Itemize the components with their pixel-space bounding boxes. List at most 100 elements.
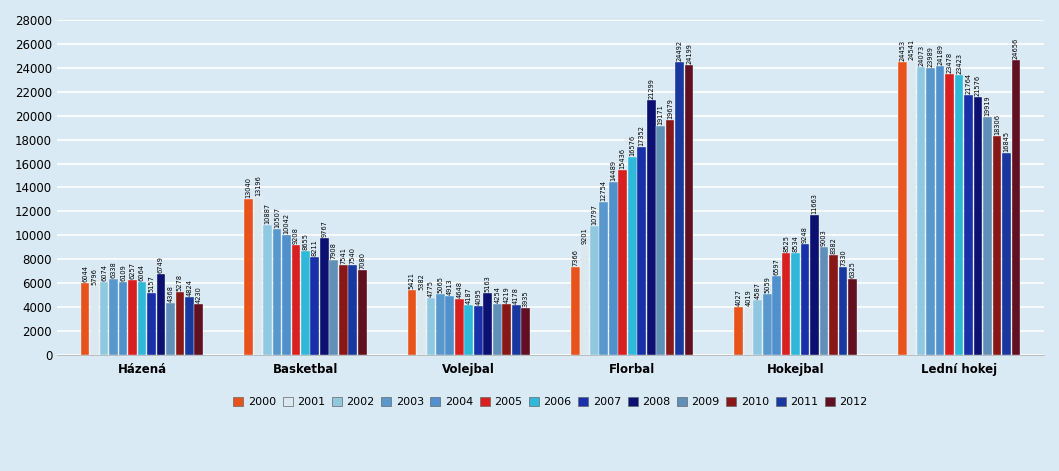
Bar <box>455 299 464 355</box>
Bar <box>946 74 954 355</box>
Bar <box>954 75 964 355</box>
Bar <box>927 68 935 355</box>
Bar <box>983 117 992 355</box>
Text: 9248: 9248 <box>802 227 808 244</box>
Text: 7540: 7540 <box>349 247 356 264</box>
Text: 10507: 10507 <box>274 207 280 228</box>
Bar <box>782 253 790 355</box>
Bar <box>339 265 347 355</box>
Text: 15436: 15436 <box>620 148 626 169</box>
Text: 5796: 5796 <box>91 268 97 284</box>
Text: 3935: 3935 <box>523 290 528 307</box>
Legend: 2000, 2001, 2002, 2003, 2004, 2005, 2006, 2007, 2008, 2009, 2010, 2011, 2012: 2000, 2001, 2002, 2003, 2004, 2005, 2006… <box>230 394 870 411</box>
Bar <box>571 267 579 355</box>
Bar <box>147 293 156 355</box>
Bar <box>185 297 194 355</box>
Text: 11663: 11663 <box>811 194 818 214</box>
Bar <box>128 280 137 355</box>
Bar <box>657 126 665 355</box>
Text: 4230: 4230 <box>196 286 202 303</box>
Bar <box>801 244 809 355</box>
Bar <box>1011 60 1020 355</box>
Bar <box>676 62 684 355</box>
Bar <box>408 290 416 355</box>
Text: 4587: 4587 <box>755 282 760 299</box>
Bar <box>157 274 165 355</box>
Bar <box>964 95 973 355</box>
Bar <box>417 291 426 355</box>
Bar <box>166 302 175 355</box>
Bar <box>263 225 272 355</box>
Bar <box>80 283 89 355</box>
Text: 6074: 6074 <box>101 264 107 281</box>
Text: 7908: 7908 <box>330 243 337 260</box>
Bar <box>618 170 627 355</box>
Text: 5382: 5382 <box>418 273 425 290</box>
Text: 8534: 8534 <box>792 235 798 252</box>
Text: 23989: 23989 <box>928 46 934 67</box>
Text: 6257: 6257 <box>129 262 136 279</box>
Bar <box>329 260 338 355</box>
Bar <box>685 65 694 355</box>
Text: 5059: 5059 <box>765 276 770 293</box>
Bar <box>446 296 454 355</box>
Text: 7541: 7541 <box>340 247 346 264</box>
Text: 10797: 10797 <box>591 204 597 225</box>
Text: 24199: 24199 <box>686 44 693 65</box>
Text: 5421: 5421 <box>409 272 415 289</box>
Text: 14489: 14489 <box>610 160 616 180</box>
Text: 17352: 17352 <box>639 125 645 146</box>
Bar <box>301 252 309 355</box>
Text: 16576: 16576 <box>629 135 635 155</box>
Bar <box>348 265 357 355</box>
Text: 6044: 6044 <box>83 265 88 282</box>
Text: 4368: 4368 <box>167 285 174 301</box>
Text: 13040: 13040 <box>246 177 251 198</box>
Bar <box>511 305 521 355</box>
Bar <box>291 245 301 355</box>
Text: 9208: 9208 <box>293 227 299 244</box>
Text: 6597: 6597 <box>774 258 779 275</box>
Text: 16845: 16845 <box>1004 131 1009 153</box>
Bar <box>580 245 589 355</box>
Bar <box>436 294 445 355</box>
Text: 4254: 4254 <box>495 286 500 303</box>
Text: 24541: 24541 <box>909 39 915 60</box>
Bar <box>245 199 253 355</box>
Bar <box>521 308 530 355</box>
Bar <box>638 147 646 355</box>
Text: 6749: 6749 <box>158 256 164 273</box>
Bar <box>839 267 847 355</box>
Text: 10042: 10042 <box>284 213 289 234</box>
Text: 19679: 19679 <box>667 97 674 119</box>
Bar <box>829 255 838 355</box>
Text: 4913: 4913 <box>447 278 453 295</box>
Bar <box>590 226 598 355</box>
Text: 4824: 4824 <box>186 279 193 296</box>
Text: 4095: 4095 <box>475 288 481 305</box>
Bar <box>908 61 916 355</box>
Text: 4027: 4027 <box>736 289 741 306</box>
Text: 13196: 13196 <box>255 175 261 196</box>
Text: 24656: 24656 <box>1012 38 1019 59</box>
Bar <box>427 298 435 355</box>
Text: 6109: 6109 <box>120 264 126 281</box>
Bar <box>272 229 282 355</box>
Bar <box>734 307 743 355</box>
Text: 21764: 21764 <box>966 73 971 94</box>
Text: 4178: 4178 <box>514 287 519 304</box>
Bar <box>90 285 98 355</box>
Text: 10887: 10887 <box>265 203 270 224</box>
Bar <box>992 136 1002 355</box>
Text: 9767: 9767 <box>321 220 327 237</box>
Bar <box>119 282 127 355</box>
Text: 8525: 8525 <box>784 235 789 252</box>
Bar <box>810 215 819 355</box>
Bar <box>253 197 263 355</box>
Bar <box>465 305 473 355</box>
Text: 5278: 5278 <box>177 274 183 291</box>
Text: 23423: 23423 <box>956 53 962 74</box>
Bar <box>666 120 675 355</box>
Text: 9201: 9201 <box>581 227 588 244</box>
Text: 21576: 21576 <box>975 75 981 96</box>
